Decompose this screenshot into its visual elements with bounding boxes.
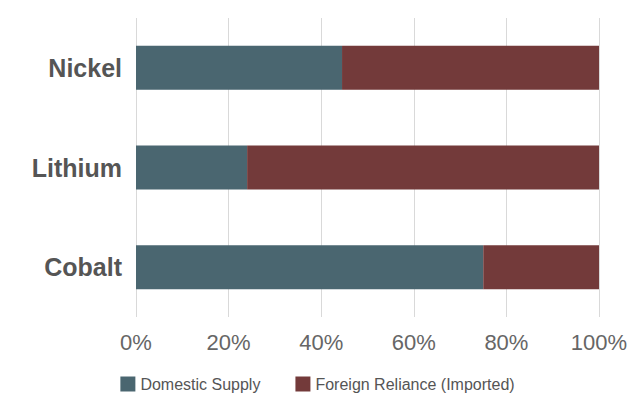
svg-text:40%: 40% [299, 330, 343, 355]
svg-text:20%: 20% [207, 330, 251, 355]
svg-text:80%: 80% [484, 330, 528, 355]
svg-text:Nickel: Nickel [48, 54, 122, 82]
svg-text:60%: 60% [392, 330, 436, 355]
svg-text:Foreign Reliance (Imported): Foreign Reliance (Imported) [315, 376, 514, 393]
svg-text:Cobalt: Cobalt [44, 253, 122, 281]
svg-text:100%: 100% [571, 330, 627, 355]
svg-text:0%: 0% [120, 330, 152, 355]
svg-text:Domestic Supply: Domestic Supply [140, 376, 260, 393]
svg-text:Lithium: Lithium [32, 154, 122, 182]
